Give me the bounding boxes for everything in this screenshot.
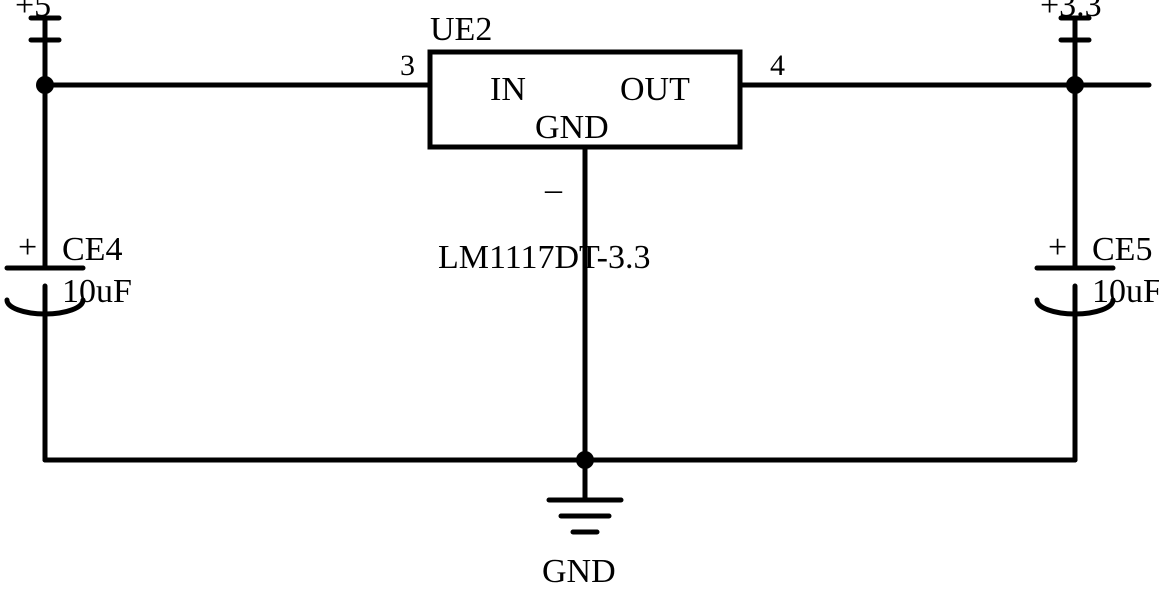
ic-pin-in-label: IN <box>490 71 526 108</box>
rail-right-label: +3.3 <box>1040 0 1102 24</box>
cap-ce5-ref: CE5 <box>1092 231 1152 268</box>
cap-ce5-polarity: + <box>1048 229 1067 266</box>
ground-label: GND <box>542 553 616 590</box>
ic-pin-out-num: 4 <box>770 49 785 82</box>
rail-left-label: +5 <box>15 0 51 24</box>
cap-ce5-value: 10uF <box>1092 273 1159 310</box>
ic-pin-gnd-label: GND <box>535 109 609 146</box>
ic-part-number: LM1117DT-3.3 <box>438 239 651 276</box>
cap-ce4-polarity: + <box>18 229 37 266</box>
cap-ce4-ref: CE4 <box>62 231 122 268</box>
ic-pin-out-label: OUT <box>620 71 690 108</box>
ic-ref: UE2 <box>430 11 492 48</box>
ic-pin-gnd-num: – <box>544 171 563 208</box>
ic-pin-in-num: 3 <box>400 49 415 82</box>
schematic-canvas: +5 +3.3 UE2 IN OUT GND 3 4 – LM1117DT-3.3 + CE4 10uF… <box>0 0 1159 599</box>
cap-ce4-value: 10uF <box>62 273 132 310</box>
